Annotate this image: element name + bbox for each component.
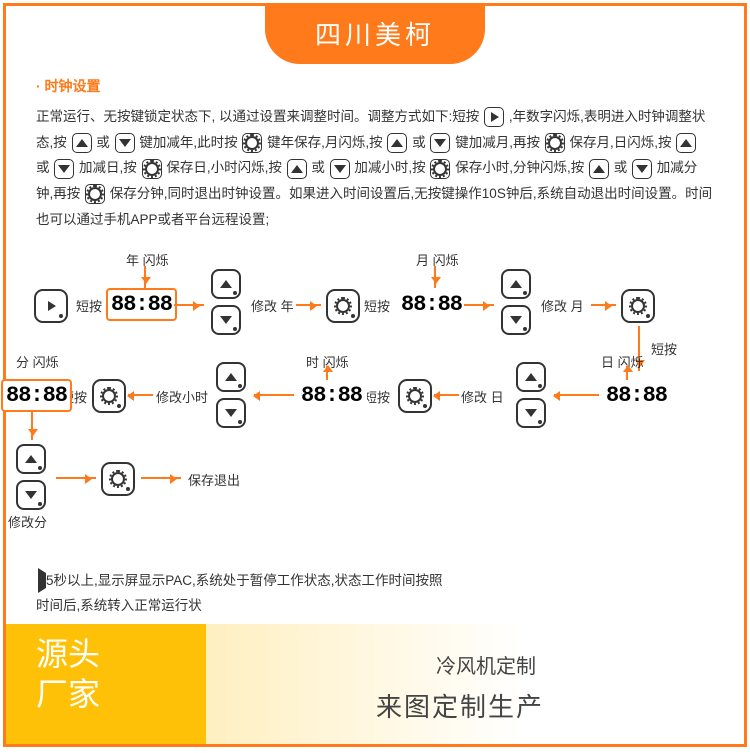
t: 或	[412, 135, 426, 150]
t: 厂家	[36, 676, 100, 712]
t: 或	[614, 160, 628, 175]
page-frame: 四川美柯 · 时钟设置 正常运行、无按键锁定状态下, 以通过设置来调整时间。调整…	[3, 3, 747, 747]
lbl-mod-year: 修改 年	[251, 296, 294, 315]
arrow	[174, 304, 204, 306]
overlay-left: 源头 厂家	[36, 634, 100, 714]
key-play	[34, 289, 68, 323]
digits-min: 88:88	[1, 379, 72, 412]
t: 源头	[36, 636, 100, 672]
t: 保存日,小时闪烁,按	[166, 160, 282, 175]
arrow	[434, 266, 436, 288]
footer-paragraph: 5秒以上,显示屏显示PAC,系统处于暂停工作状态,状态工作时间按照 时间后,系统…	[6, 568, 744, 619]
key-updown-min	[16, 444, 46, 510]
t: 正常运行、无按键锁定状态下,	[36, 109, 215, 124]
t: 时间后,系统转入正常运行状	[36, 598, 202, 613]
key-updown-year	[211, 269, 241, 335]
key-updown-day	[516, 362, 546, 428]
lbl-month-blink: 月 闪烁	[416, 250, 459, 269]
key-gear-4	[92, 379, 126, 413]
lbl-shortpress: 短按	[76, 296, 102, 315]
up-icon	[387, 133, 407, 153]
key-updown-month	[501, 269, 531, 335]
lbl-save-exit: 保存退出	[188, 470, 240, 489]
lbl-shortpress: 短按	[364, 296, 390, 315]
digits-month: 88:88	[396, 288, 467, 321]
down-icon	[115, 133, 135, 153]
t: 以通过设置来调整时间。调整方式如下:短按	[219, 109, 479, 124]
arrow	[434, 394, 459, 396]
instruction-paragraph: 正常运行、无按键锁定状态下, 以通过设置来调整时间。调整方式如下:短按 ,年数字…	[6, 104, 744, 232]
arrow	[464, 304, 494, 306]
t: 键加减年,此时按	[139, 135, 237, 150]
key-updown-hour	[216, 362, 246, 428]
key-gear-3	[398, 379, 432, 413]
arrow	[254, 394, 294, 396]
t: 键加减月,再按	[455, 135, 540, 150]
arrow	[144, 266, 146, 288]
t: 键年保存,月闪烁,按	[267, 135, 383, 150]
key-gear-2	[621, 289, 655, 323]
up-icon	[676, 133, 696, 153]
t: 保存小时,分钟闪烁,按	[455, 160, 584, 175]
play-icon	[36, 573, 46, 588]
play-icon	[484, 107, 504, 127]
key-gear-1	[326, 289, 360, 323]
flowchart: 短按 88:88 年 闪烁 修改 年 短按 88:88 月 闪烁 修改 月 短按…	[6, 244, 744, 534]
up-icon	[72, 133, 92, 153]
lbl-mod-day: 修改 日	[461, 387, 504, 406]
t: 保存月,日闪烁,按	[570, 135, 672, 150]
lbl-shortpress: 短按	[651, 339, 677, 358]
t: 加减日,按	[79, 160, 137, 175]
gear-icon	[242, 133, 262, 153]
t: 5秒以上,显示屏显示PAC,系统处于暂停工作状态,状态工作时间按照	[46, 573, 443, 588]
arrow	[56, 477, 96, 479]
overlay-mid: 冷风机定制	[436, 650, 536, 679]
lbl-shortpress: 短按	[364, 387, 390, 406]
lbl-mod-month: 修改 月	[541, 296, 584, 315]
t: 或	[311, 160, 325, 175]
marketing-overlay: 源头 厂家 冷风机定制 来图定制生产	[6, 624, 744, 744]
arrow	[128, 394, 153, 396]
down-icon	[632, 159, 652, 179]
arrow	[326, 366, 328, 380]
gear-icon	[430, 159, 450, 179]
down-icon	[430, 133, 450, 153]
lbl-year-blink: 年 闪烁	[126, 250, 169, 269]
up-icon	[287, 159, 307, 179]
gear-icon	[545, 133, 565, 153]
brand-pill: 四川美柯	[265, 3, 485, 64]
arrow	[141, 477, 181, 479]
down-icon	[330, 159, 350, 179]
t: 加减小时,按	[354, 160, 425, 175]
arrow	[296, 304, 321, 306]
lbl-mod-hour: 修改小时	[156, 387, 208, 406]
t: 或	[36, 160, 50, 175]
lbl-mod-min: 修改分	[8, 512, 47, 531]
gear-icon	[85, 184, 105, 204]
gear-icon	[142, 159, 162, 179]
arrow	[626, 366, 628, 380]
t: 或	[96, 135, 110, 150]
digits-day: 88:88	[601, 379, 672, 412]
up-icon	[589, 159, 609, 179]
digits-year: 88:88	[106, 288, 177, 321]
arrow	[554, 394, 599, 396]
down-icon	[54, 159, 74, 179]
key-gear-5	[101, 462, 135, 496]
arrow	[591, 304, 616, 306]
section-title: · 时钟设置	[36, 76, 744, 96]
overlay-bottom: 来图定制生产	[376, 687, 544, 724]
t: 保存分钟,同时退出时钟设置。如果进入时间设置后,无按键操作10S钟后,系统自动退…	[36, 186, 712, 227]
arrow	[31, 412, 33, 440]
digits-hour: 88:88	[296, 379, 367, 412]
lbl-min-blink: 分 闪烁	[16, 352, 59, 371]
